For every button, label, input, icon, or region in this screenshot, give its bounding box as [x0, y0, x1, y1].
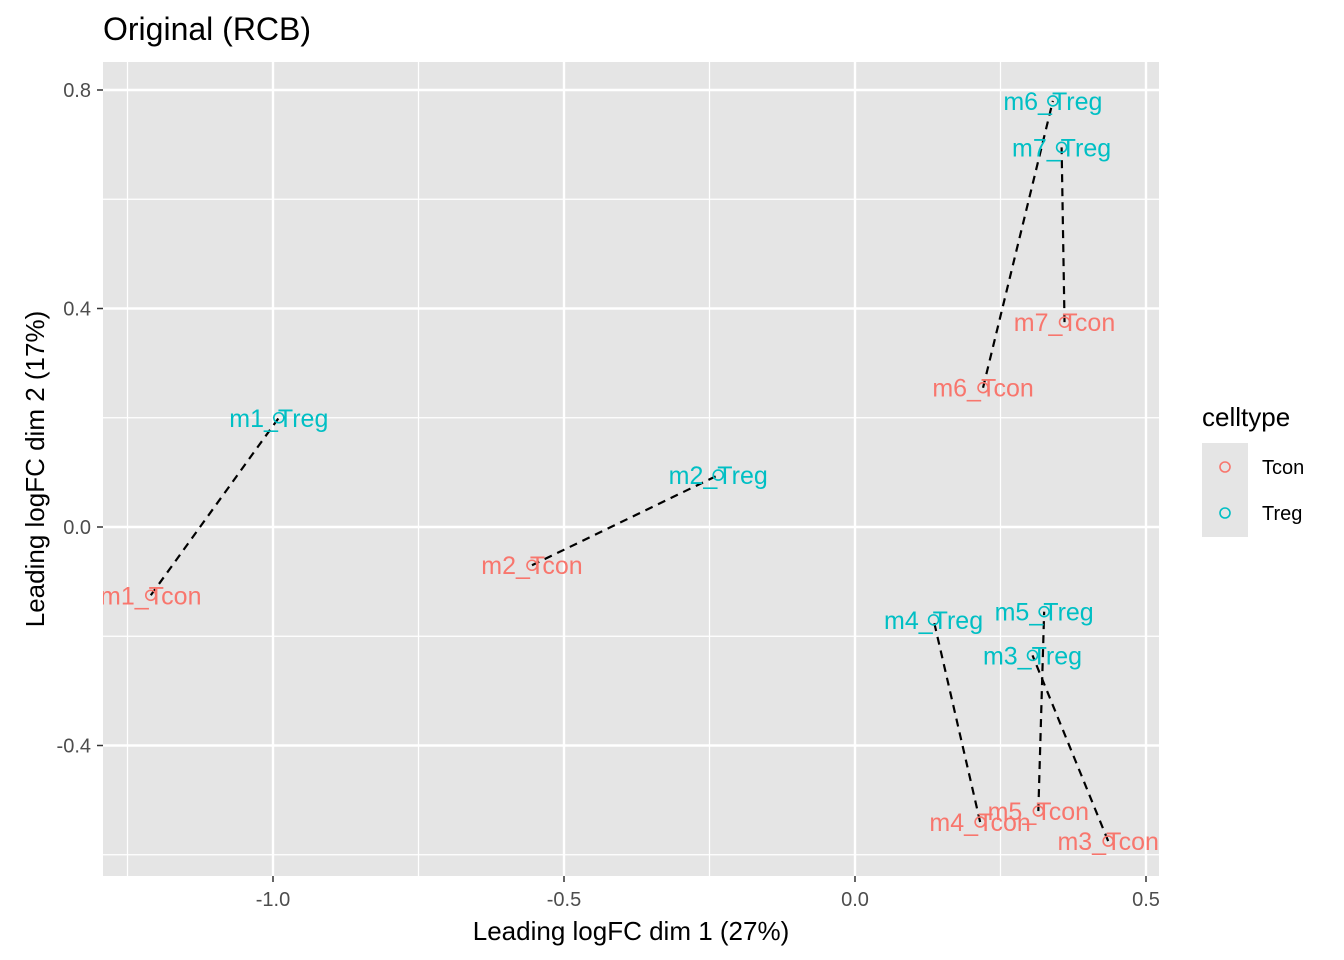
x-axis: -1.0 -0.5 0.0 0.5: [256, 876, 1160, 911]
data-point: [712, 469, 725, 481]
pair-link: [149, 417, 280, 596]
x-tick-label: 0.5: [1132, 889, 1160, 911]
data-point: [1055, 141, 1068, 154]
point-label: m1_Tcon: [100, 582, 201, 610]
y-tick-label: 0.0: [63, 517, 91, 539]
legend-title: celltype: [1202, 402, 1290, 432]
point-label: m5_Tcon: [988, 798, 1089, 826]
data-point: [927, 614, 940, 626]
pair-link: [1037, 611, 1046, 812]
x-axis-label: Leading logFC dim 1 (27%): [473, 916, 790, 946]
pair-links: [149, 100, 1110, 842]
x-tick-label: 0.0: [841, 889, 869, 911]
point-label: m6_Treg: [1003, 88, 1102, 116]
point-label: m4_Tcon: [929, 809, 1030, 837]
y-tick-label: 0.8: [63, 80, 91, 102]
pair-link: [1031, 654, 1110, 842]
y-tick-label: -0.4: [57, 736, 91, 758]
pair-link: [981, 100, 1054, 388]
legend-key: [1219, 507, 1231, 519]
point-label: m7_Tcon: [1014, 309, 1115, 337]
point-label: m5_Treg: [995, 599, 1094, 627]
major-gridlines: [103, 62, 1159, 876]
pair-link: [531, 474, 719, 567]
x-tick-label: -1.0: [256, 889, 290, 911]
x-tick-label: -0.5: [547, 889, 581, 911]
y-axis: 0.8 0.4 0.0 -0.4: [57, 80, 103, 758]
data-point: [1032, 805, 1045, 817]
panel-background: [103, 62, 1159, 876]
legend-key: [1219, 461, 1231, 473]
legend-key-background: [1202, 443, 1248, 537]
data-point: [273, 411, 285, 424]
legend-label: Treg: [1262, 503, 1302, 525]
minor-gridlines: [103, 62, 1159, 876]
legend-entries: Tcon Treg: [1202, 443, 1304, 537]
data-point: [526, 559, 538, 572]
point-label: m4_Treg: [884, 607, 983, 635]
y-tick-label: 0.4: [63, 299, 91, 321]
data-point: [1026, 649, 1039, 662]
data-points: [144, 95, 1114, 847]
legend-label: Tcon: [1262, 457, 1304, 479]
data-point: [144, 589, 157, 602]
data-point: [974, 816, 986, 828]
point-label: m7_Treg: [1012, 134, 1111, 162]
data-point: [1038, 605, 1050, 618]
data-point: [977, 381, 989, 394]
point-label: m3_Tcon: [1057, 828, 1158, 856]
point-label: m2_Treg: [669, 462, 768, 490]
data-point: [1047, 95, 1059, 107]
y-axis-label: Leading logFC dim 2 (17%): [20, 311, 50, 628]
legend: celltype Tcon Treg: [1202, 402, 1304, 537]
data-point: [1058, 316, 1071, 328]
data-point: [1102, 835, 1114, 847]
chart-title: Original (RCB): [103, 11, 311, 47]
point-label: m2_Tcon: [481, 552, 582, 580]
point-label: m1_Treg: [229, 405, 328, 433]
pair-link: [1060, 147, 1066, 323]
pair-link: [932, 619, 982, 823]
point-label: m6_Tcon: [932, 375, 1033, 403]
point-label: m3_Treg: [983, 642, 1082, 670]
